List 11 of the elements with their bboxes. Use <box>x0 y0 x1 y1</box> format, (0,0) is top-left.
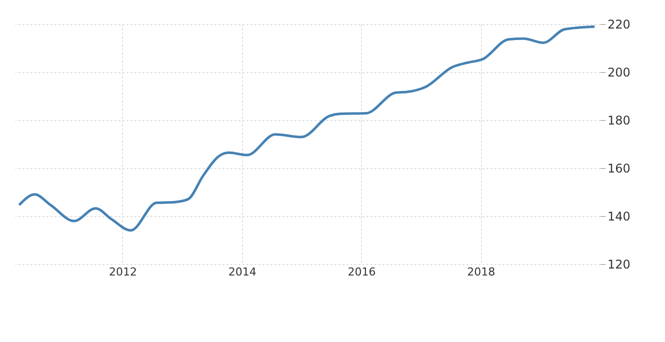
x-tick-label: 2014 <box>228 266 256 278</box>
y-tick-label: 180 <box>608 114 630 128</box>
y-tick-label: 160 <box>608 162 630 176</box>
x-tick-label: 2016 <box>348 266 376 278</box>
line-series <box>18 25 596 232</box>
y-tick-label: 140 <box>608 210 630 224</box>
y-tick-label: 200 <box>608 66 630 80</box>
x-tick-label: 2012 <box>108 266 137 278</box>
y-tick-label: 120 <box>608 258 630 272</box>
y-tick-label: 220 <box>608 18 630 32</box>
x-tick-label: 2018 <box>467 266 496 278</box>
